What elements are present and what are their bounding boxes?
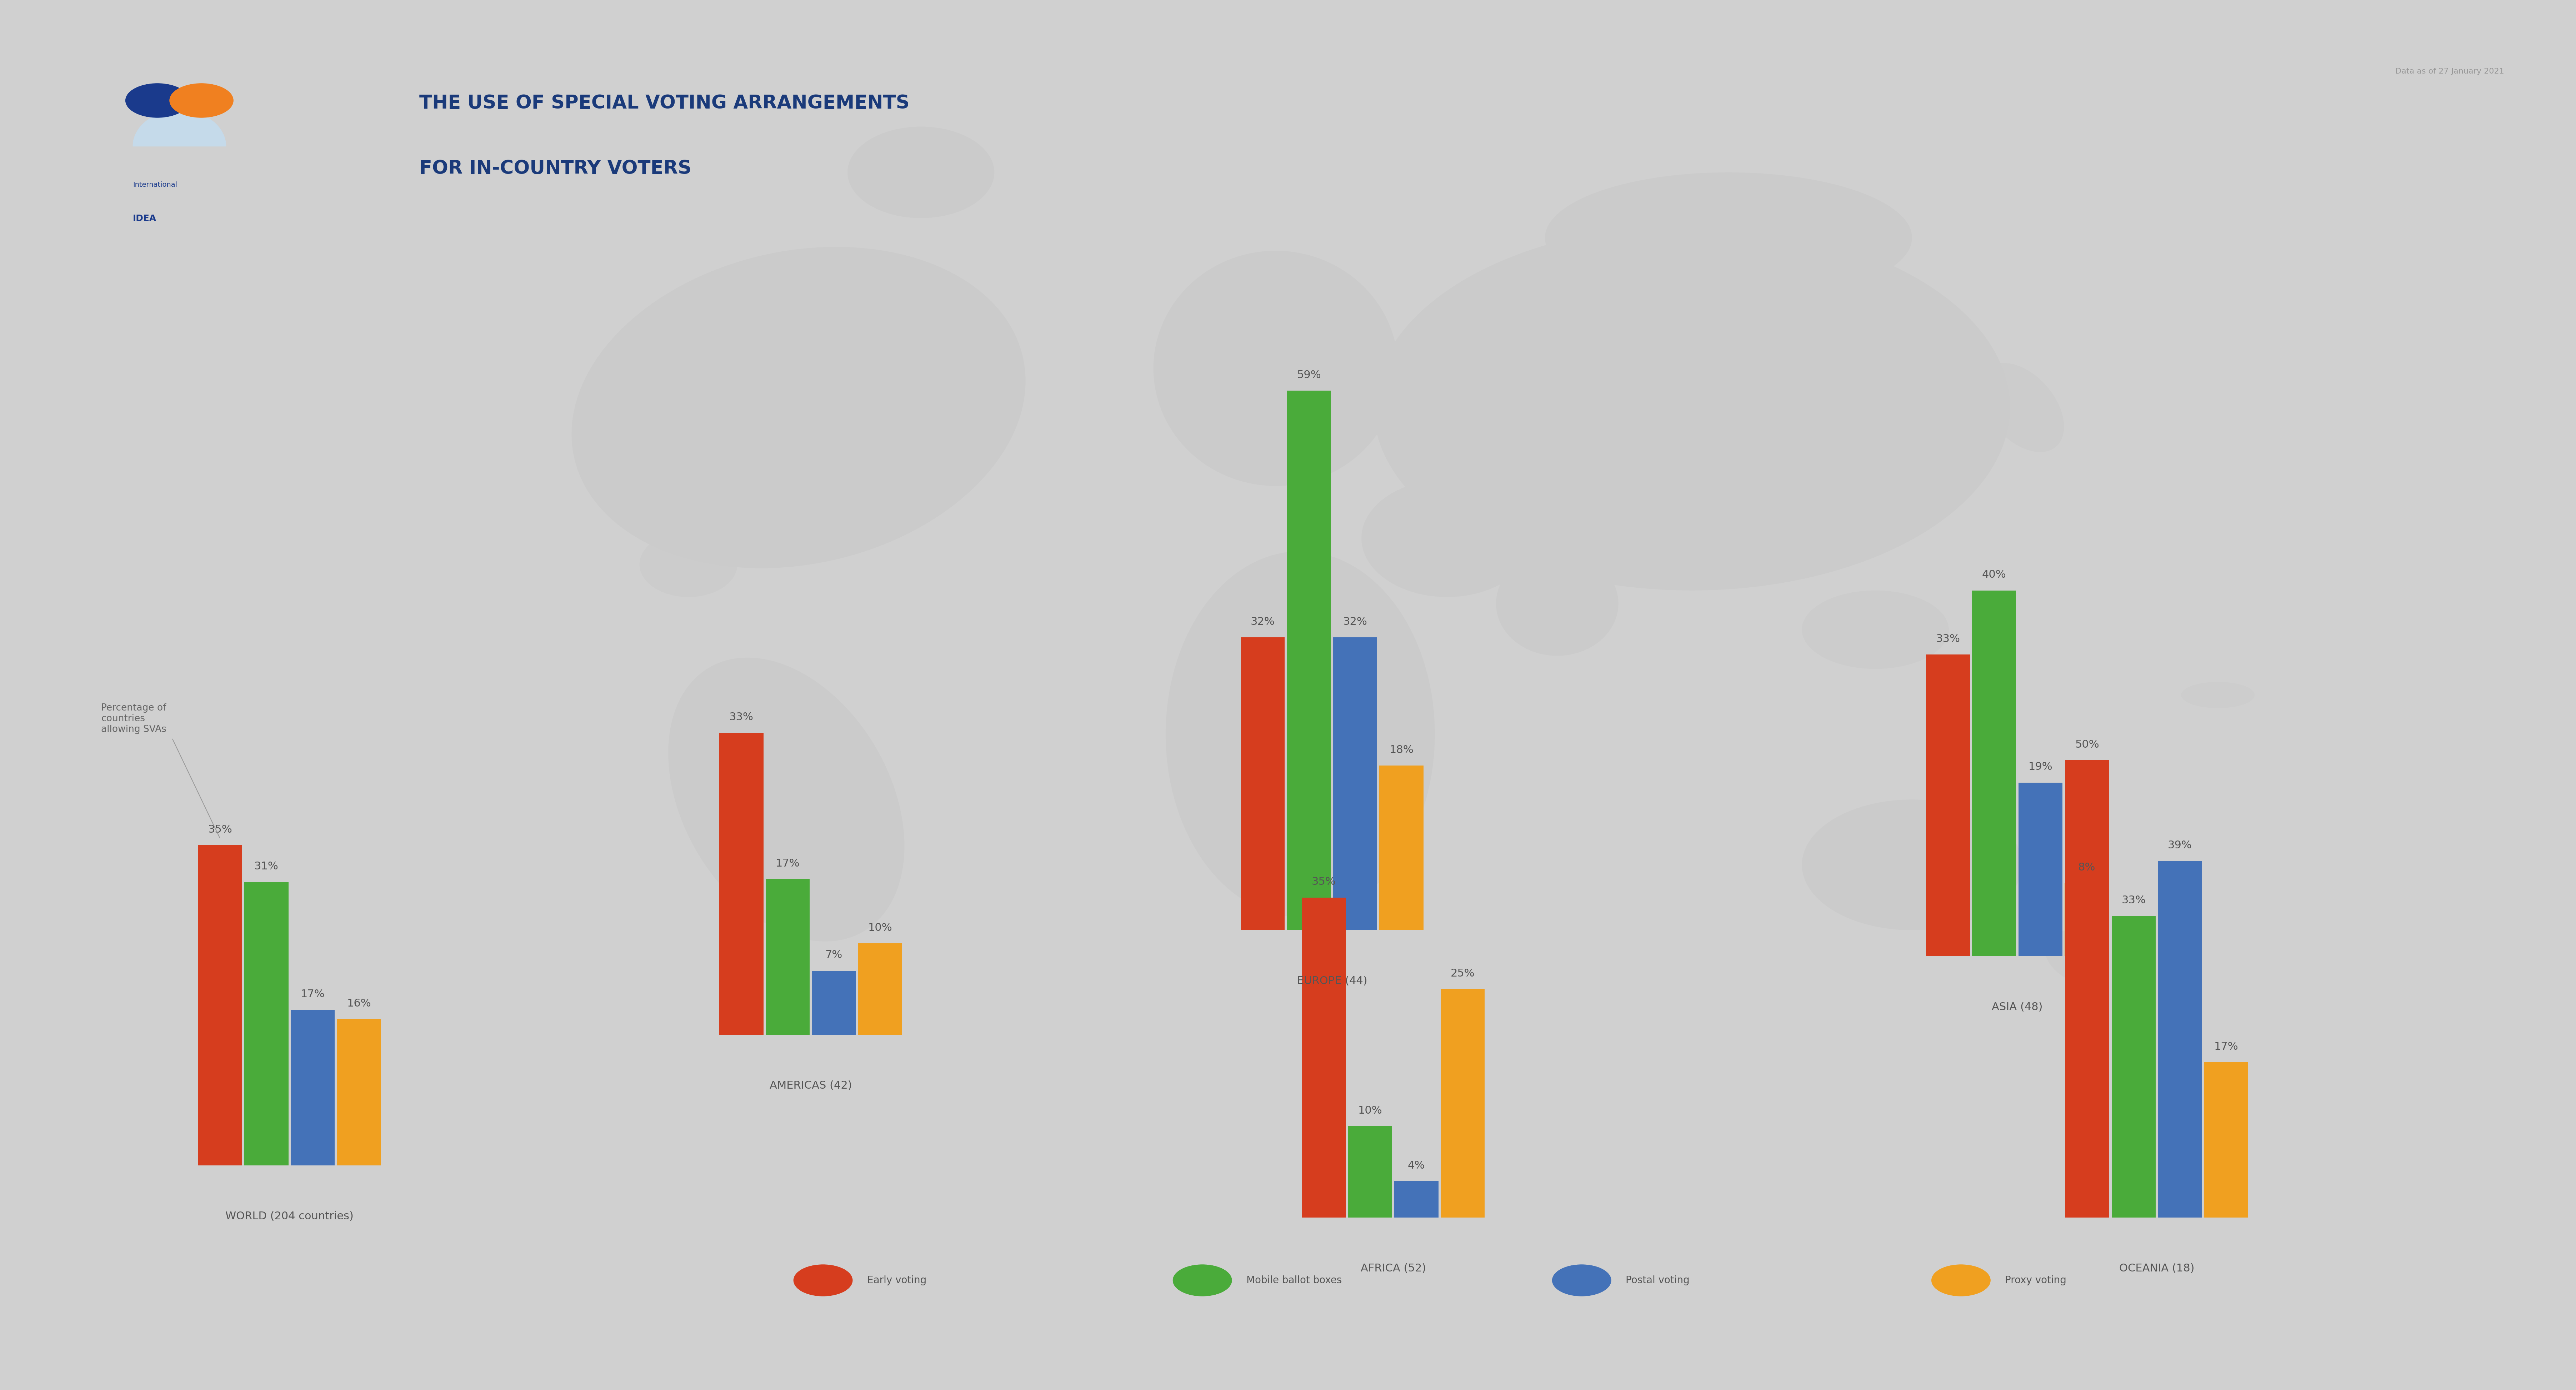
Ellipse shape xyxy=(848,126,994,218)
FancyBboxPatch shape xyxy=(1334,638,1378,930)
Ellipse shape xyxy=(1360,480,1533,598)
Text: 10%: 10% xyxy=(1358,1105,1383,1116)
FancyBboxPatch shape xyxy=(2020,783,2063,956)
Text: FOR IN-COUNTRY VOTERS: FOR IN-COUNTRY VOTERS xyxy=(420,160,690,178)
Ellipse shape xyxy=(1164,552,1435,917)
FancyBboxPatch shape xyxy=(291,1011,335,1165)
FancyBboxPatch shape xyxy=(1927,655,1971,956)
Ellipse shape xyxy=(1546,172,1911,303)
Ellipse shape xyxy=(639,532,737,598)
Text: 8%: 8% xyxy=(2079,862,2094,873)
FancyBboxPatch shape xyxy=(245,881,289,1165)
Polygon shape xyxy=(134,110,227,146)
Ellipse shape xyxy=(1803,591,1950,669)
Text: 33%: 33% xyxy=(729,712,755,723)
Text: AMERICAS (42): AMERICAS (42) xyxy=(770,1080,853,1091)
Text: Percentage of
countries
allowing SVAs: Percentage of countries allowing SVAs xyxy=(100,703,167,734)
Text: 7%: 7% xyxy=(824,949,842,960)
Text: 35%: 35% xyxy=(209,824,232,835)
FancyBboxPatch shape xyxy=(719,733,762,1034)
Ellipse shape xyxy=(1373,225,2009,591)
FancyBboxPatch shape xyxy=(1378,766,1425,930)
Text: International: International xyxy=(134,182,178,188)
FancyBboxPatch shape xyxy=(2112,916,2156,1218)
Text: 10%: 10% xyxy=(868,923,891,933)
Text: WORLD (204 countries): WORLD (204 countries) xyxy=(227,1211,353,1222)
Ellipse shape xyxy=(667,657,904,941)
Text: 16%: 16% xyxy=(348,998,371,1009)
Text: Postal voting: Postal voting xyxy=(1625,1276,1690,1286)
Circle shape xyxy=(793,1265,853,1295)
Text: EUROPE (44): EUROPE (44) xyxy=(1296,976,1368,987)
FancyBboxPatch shape xyxy=(1242,638,1285,930)
FancyBboxPatch shape xyxy=(2159,860,2202,1218)
Ellipse shape xyxy=(1154,250,1399,486)
FancyBboxPatch shape xyxy=(198,845,242,1165)
FancyBboxPatch shape xyxy=(1973,591,2017,956)
Text: 4%: 4% xyxy=(1406,1161,1425,1170)
Ellipse shape xyxy=(1803,799,2022,930)
FancyBboxPatch shape xyxy=(2063,883,2110,956)
Text: OCEANIA (18): OCEANIA (18) xyxy=(2120,1264,2195,1273)
Text: 40%: 40% xyxy=(1981,570,2007,580)
Text: 25%: 25% xyxy=(1450,969,1473,979)
Ellipse shape xyxy=(572,247,1025,569)
FancyBboxPatch shape xyxy=(2066,760,2110,1218)
Circle shape xyxy=(1553,1265,1610,1295)
FancyBboxPatch shape xyxy=(811,970,855,1034)
Text: Data as of 27 January 2021: Data as of 27 January 2021 xyxy=(2396,68,2504,75)
Text: 19%: 19% xyxy=(2027,762,2053,771)
FancyBboxPatch shape xyxy=(1301,898,1345,1218)
Ellipse shape xyxy=(1981,363,2063,452)
Circle shape xyxy=(126,83,188,118)
FancyBboxPatch shape xyxy=(2205,1062,2249,1218)
Ellipse shape xyxy=(2182,682,2254,708)
FancyBboxPatch shape xyxy=(858,944,902,1034)
Text: ASIA (48): ASIA (48) xyxy=(1991,1002,2043,1012)
Text: 39%: 39% xyxy=(2169,840,2192,851)
Text: 59%: 59% xyxy=(1296,370,1321,379)
Text: 17%: 17% xyxy=(2213,1041,2239,1052)
Text: AFRICA (52): AFRICA (52) xyxy=(1360,1264,1427,1273)
FancyBboxPatch shape xyxy=(1288,391,1332,930)
FancyBboxPatch shape xyxy=(1394,1182,1437,1218)
Text: 35%: 35% xyxy=(1311,877,1337,887)
Text: 31%: 31% xyxy=(255,860,278,872)
Text: 18%: 18% xyxy=(1388,745,1414,755)
Text: Mobile ballot boxes: Mobile ballot boxes xyxy=(1247,1276,1342,1286)
Text: 33%: 33% xyxy=(1935,634,1960,644)
Circle shape xyxy=(170,83,234,118)
Text: 33%: 33% xyxy=(2123,895,2146,905)
Text: 17%: 17% xyxy=(775,859,799,869)
FancyBboxPatch shape xyxy=(1347,1126,1391,1218)
Text: 32%: 32% xyxy=(1342,617,1368,627)
Text: Early voting: Early voting xyxy=(868,1276,927,1286)
Circle shape xyxy=(1932,1265,1991,1295)
Text: 50%: 50% xyxy=(2076,739,2099,749)
Text: 17%: 17% xyxy=(301,990,325,999)
Text: Proxy voting: Proxy voting xyxy=(2004,1276,2066,1286)
Circle shape xyxy=(1172,1265,1231,1295)
Text: IDEA: IDEA xyxy=(134,214,157,222)
FancyBboxPatch shape xyxy=(337,1019,381,1165)
Text: THE USE OF SPECIAL VOTING ARRANGEMENTS: THE USE OF SPECIAL VOTING ARRANGEMENTS xyxy=(420,95,909,113)
Text: 32%: 32% xyxy=(1249,617,1275,627)
Ellipse shape xyxy=(2045,931,2097,981)
Ellipse shape xyxy=(1497,552,1618,656)
FancyBboxPatch shape xyxy=(765,880,809,1034)
FancyBboxPatch shape xyxy=(1440,990,1484,1218)
